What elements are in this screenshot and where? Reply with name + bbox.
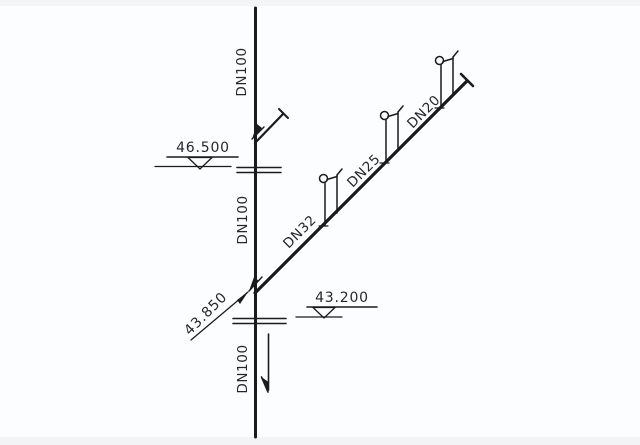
top-edge-strip: [0, 0, 640, 6]
junction-flow-flag: [248, 276, 263, 292]
faucet-icon: [318, 168, 343, 227]
upper-stub-branch: [251, 108, 289, 145]
elevation-level-icon-lower: [295, 306, 378, 319]
pipe-label-riser-top: DN100: [234, 47, 250, 97]
elevation-level-icon-upper: [154, 156, 239, 170]
diagonal-branch-pipe: [253, 79, 469, 295]
bottom-edge-strip: [0, 437, 640, 445]
flow-direction-arrow-icon: [260, 333, 270, 393]
elevation-leader-branch: [190, 291, 249, 341]
pipe-label-riser-bottom: DN100: [235, 344, 251, 394]
faucet-icon: [379, 105, 404, 164]
faucet-icon: [434, 50, 459, 109]
floor-crossing-upper: [236, 166, 282, 174]
elevation-value-upper: 46.500: [176, 140, 230, 156]
floor-crossing-lower: [232, 317, 287, 325]
branch-end-cap: [459, 72, 475, 88]
pipe-label-riser-middle: DN100: [235, 195, 251, 245]
elevation-value-lower: 43.200: [315, 290, 369, 306]
